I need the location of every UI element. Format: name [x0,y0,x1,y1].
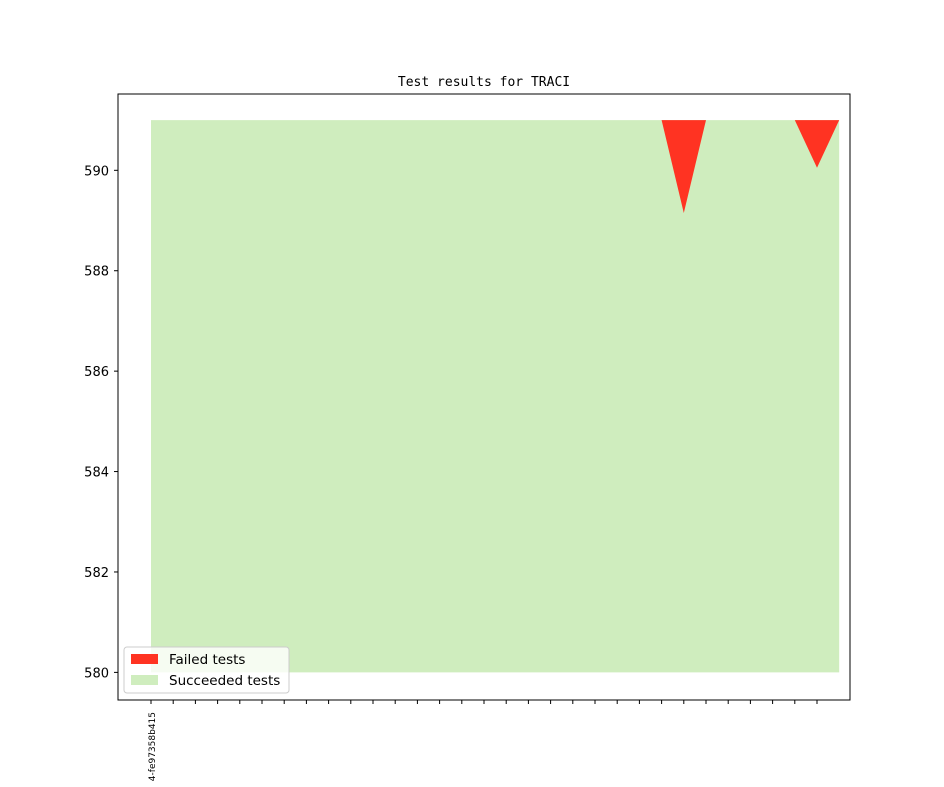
y-tick-label: 582 [84,566,109,581]
x-tick-label: 4-fe97358b415 [148,712,158,781]
y-tick-label: 584 [84,466,109,481]
y-tick-label: 586 [84,365,109,380]
legend-swatch-succeeded [131,675,158,685]
x-axis: 4-fe97358b415 [148,700,818,781]
legend-label-failed: Failed tests [169,652,245,668]
legend-box [123,646,290,694]
legend: Failed tests Succeeded tests [123,646,290,694]
y-tick-label: 580 [84,666,109,681]
y-tick-label: 588 [84,265,109,280]
y-axis: 580 582 584 586 588 590 [84,164,118,681]
plot-area [151,120,840,673]
y-tick-label: 590 [84,164,109,179]
legend-label-succeeded: Succeeded tests [169,673,280,689]
chart-title: Test results for TRACI [398,75,570,90]
legend-swatch-failed [131,654,158,664]
succeeded-area [151,120,840,673]
failed-area [151,120,840,213]
